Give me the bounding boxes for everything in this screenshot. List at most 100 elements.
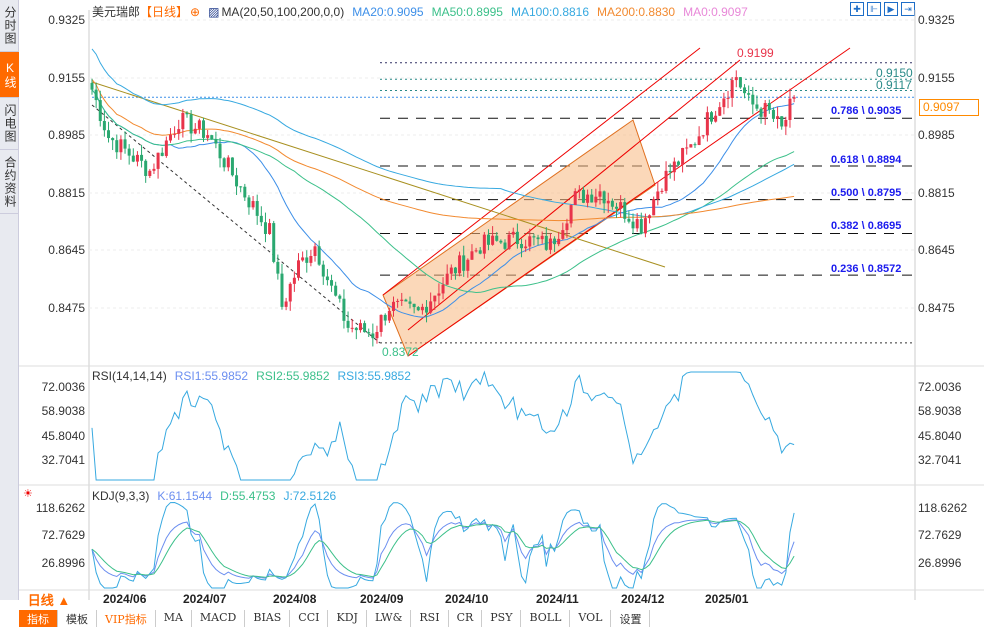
- candle-body: [780, 116, 784, 127]
- candle-body: [693, 144, 697, 146]
- tab-bias[interactable]: BIAS: [245, 610, 291, 627]
- candle-body: [338, 295, 342, 299]
- tab-cci[interactable]: CCI: [290, 610, 329, 627]
- candle-body: [280, 273, 284, 307]
- price-axis-label: 0.9155: [48, 71, 85, 85]
- candle-body: [152, 168, 156, 171]
- candle-body: [301, 257, 305, 261]
- fib-level-0236: 0.236 \ 0.8572: [831, 263, 902, 275]
- candle-body: [111, 138, 115, 141]
- candle-body: [288, 283, 292, 302]
- current-price-badge: 0.9097: [919, 99, 979, 116]
- sidebar-tab-kline[interactable]: K线图: [0, 52, 19, 98]
- candle-body: [135, 154, 139, 162]
- rsi-line: [91, 370, 795, 481]
- candle-body: [140, 154, 144, 161]
- tab-lw[interactable]: LW&: [366, 610, 412, 627]
- candle-body: [164, 140, 168, 156]
- candle-body: [652, 198, 656, 216]
- settings-sun-icon[interactable]: ☀: [23, 488, 33, 500]
- fib-level-0618: 0.618 \ 0.8894: [831, 154, 902, 166]
- kdj-title[interactable]: KDJ(9,3,3): [92, 489, 150, 503]
- candle-body: [425, 306, 429, 313]
- crosshair-icon[interactable]: ⊕: [190, 5, 201, 19]
- rsi-title[interactable]: RSI(14,14,14): [92, 369, 167, 383]
- ma-indicator[interactable]: MA(20,50,100,200,0,0): [221, 5, 345, 19]
- candle-body: [98, 100, 102, 121]
- tab-templates[interactable]: 模板: [58, 610, 97, 627]
- candle-body: [404, 299, 408, 302]
- goto-latest-icon[interactable]: ⇥: [901, 2, 915, 16]
- downtrend-line: [91, 81, 666, 268]
- tab-cr[interactable]: CR: [448, 610, 483, 627]
- candle-body: [586, 194, 590, 203]
- tab-ma[interactable]: MA: [155, 610, 192, 627]
- candle-body: [606, 200, 610, 204]
- candle-body: [676, 161, 680, 165]
- tab-kdj[interactable]: KDJ: [328, 610, 367, 627]
- zoom-range-icon[interactable]: ⊩: [867, 2, 881, 16]
- kdj-axis-label-right: 118.6262: [918, 501, 968, 515]
- tab-macd[interactable]: MACD: [191, 610, 246, 627]
- rsi-axis-label: 45.8040: [41, 429, 85, 443]
- candle-body: [358, 323, 362, 331]
- candle-body: [577, 189, 581, 192]
- candle-body: [615, 206, 619, 209]
- price-axis-label-right: 0.9325: [918, 13, 955, 27]
- chart-toolbar: ✚ ⊩ ▶ ⇥: [850, 2, 915, 16]
- candle-body: [445, 273, 449, 285]
- candle-body: [594, 196, 598, 203]
- date-label: 2024/12: [621, 592, 665, 606]
- play-forward-icon[interactable]: ▶: [884, 2, 898, 16]
- candle-body: [276, 261, 280, 274]
- fib-level-0500: 0.500 \ 0.8795: [831, 187, 902, 199]
- crosshair-tool-icon[interactable]: ✚: [850, 2, 864, 16]
- tab-settings[interactable]: 设置: [611, 610, 651, 627]
- trend-channel-upper: [382, 47, 701, 296]
- tab-vol[interactable]: VOL: [570, 610, 612, 627]
- candle-body: [214, 139, 218, 144]
- candle-body: [656, 191, 660, 199]
- candle-body: [292, 277, 296, 284]
- sidebar-tab-contract-info[interactable]: 合约资料: [0, 150, 19, 214]
- candle-body: [532, 236, 536, 238]
- tab-indicators[interactable]: 指标: [19, 610, 58, 627]
- candle-body: [685, 147, 689, 149]
- sidebar-tab-timeshare[interactable]: 分时图: [0, 0, 19, 52]
- candle-body: [263, 222, 267, 235]
- price-axis-label: 0.8815: [48, 186, 85, 200]
- indicator-chart-icon[interactable]: ▨: [208, 5, 220, 19]
- tab-boll[interactable]: BOLL: [521, 610, 571, 627]
- price-axis-label-right: 0.8815: [918, 186, 955, 200]
- candle-body: [767, 103, 771, 110]
- ma20-value: MA20:0.9095: [352, 5, 424, 19]
- candle-body: [619, 202, 623, 209]
- symbol-name: 美元瑞郎: [92, 5, 141, 19]
- fib-level-0786: 0.786 \ 0.9035: [831, 105, 902, 117]
- candle-body: [218, 143, 222, 159]
- price-axis-label: 0.9325: [48, 13, 85, 27]
- left-sidebar: 分时图 K线图 闪电图 合约资料: [0, 0, 19, 600]
- tab-vip-indicators[interactable]: VIP指标: [97, 610, 156, 627]
- candle-body: [123, 139, 127, 149]
- tab-rsi[interactable]: RSI: [411, 610, 449, 627]
- rsi-header: RSI(14,14,14) RSI1:55.9852 RSI2:55.9852 RSI…: [92, 369, 419, 383]
- candle-body: [251, 201, 255, 208]
- candle-body: [751, 94, 755, 105]
- tab-psy[interactable]: PSY: [482, 610, 522, 627]
- candle-body: [710, 112, 713, 122]
- candle-body: [346, 320, 350, 328]
- ma100-line: [91, 48, 795, 218]
- sidebar-tab-flash[interactable]: 闪电图: [0, 98, 19, 150]
- candle-body: [235, 175, 239, 187]
- candle-body: [763, 103, 767, 117]
- candle-body: [309, 255, 313, 263]
- candle-body: [317, 246, 321, 265]
- candle-body: [759, 108, 763, 117]
- candle-body: [730, 80, 734, 98]
- period-selector[interactable]: 日线 ▲: [19, 592, 79, 610]
- candle-body: [177, 129, 181, 134]
- candle-body: [408, 301, 412, 304]
- candle-body: [507, 234, 511, 249]
